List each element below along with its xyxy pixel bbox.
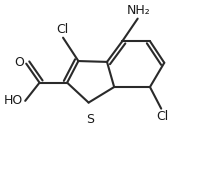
Text: Cl: Cl bbox=[156, 110, 168, 123]
Text: O: O bbox=[14, 56, 24, 69]
Text: Cl: Cl bbox=[56, 23, 68, 36]
Text: S: S bbox=[86, 113, 94, 126]
Text: NH₂: NH₂ bbox=[127, 4, 151, 17]
Text: HO: HO bbox=[4, 94, 23, 107]
